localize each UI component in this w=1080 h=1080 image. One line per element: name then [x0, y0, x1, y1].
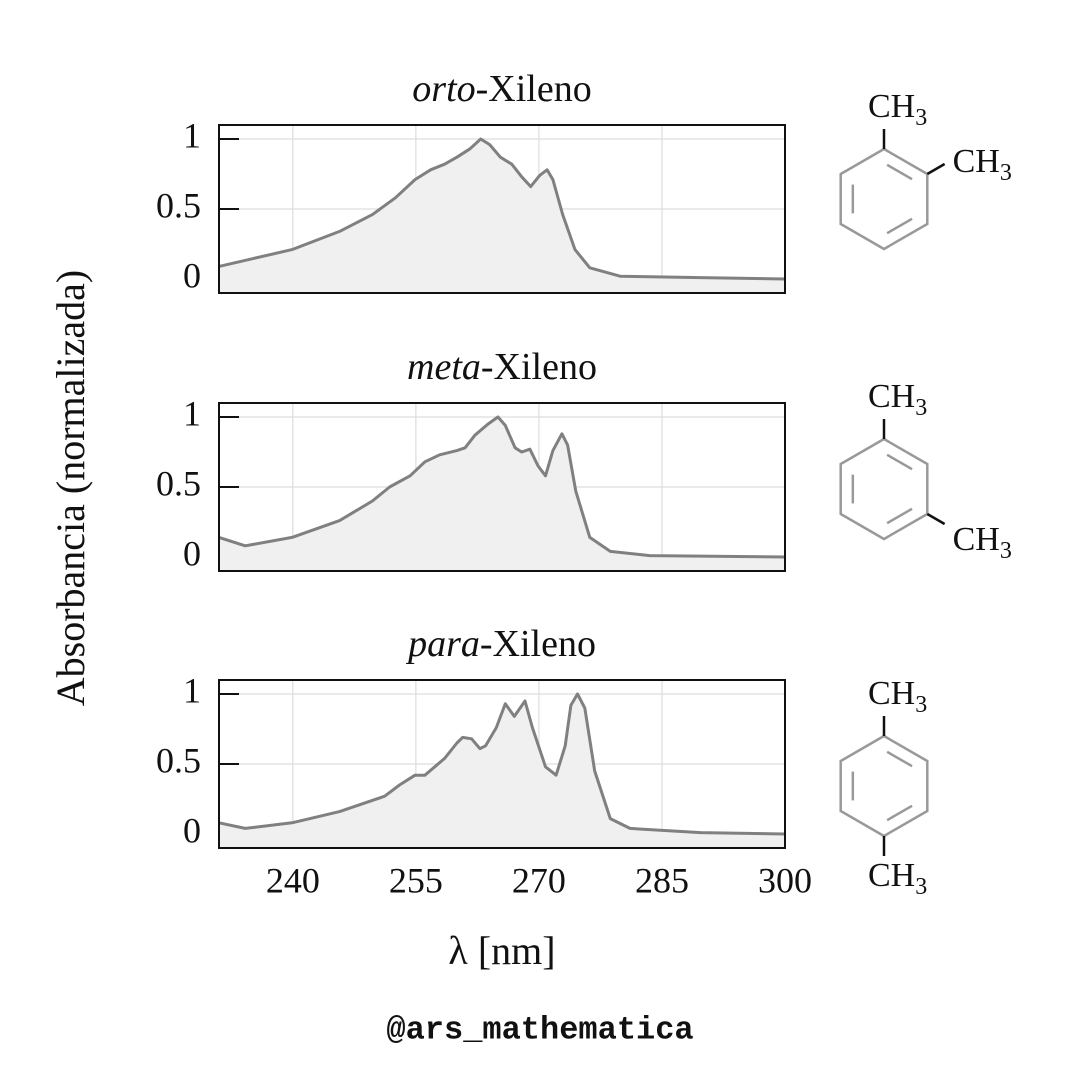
plot-frame: [218, 679, 786, 849]
y-tick-label: 0.5: [156, 185, 201, 225]
double-bond: [886, 217, 913, 235]
methyl-label: CH3: [868, 378, 927, 421]
y-tick-label: 1: [183, 393, 201, 433]
methyl-base: CH: [953, 143, 1000, 180]
y-tick-label: 1: [183, 115, 201, 155]
methyl-label: CH3: [868, 857, 927, 900]
chart-title: orto-Xileno: [412, 68, 591, 110]
methyl-subscript: 3: [915, 692, 927, 718]
title-italic: meta: [407, 346, 481, 388]
substituent-bond: [926, 512, 946, 526]
y-tick-label: 0.5: [156, 740, 201, 780]
title-rest: -Xileno: [476, 68, 592, 110]
y-axis-label: Absorbancia (normalizada): [48, 270, 93, 706]
y-tick-label: 1: [183, 670, 201, 710]
title-rest: -Xileno: [481, 346, 597, 388]
x-tick-label: 285: [635, 860, 689, 900]
methyl-base: CH: [868, 378, 915, 415]
double-bond: [886, 163, 913, 181]
methyl-base: CH: [868, 88, 915, 125]
y-tick-label: 0: [183, 255, 201, 295]
title-italic: para: [405, 623, 480, 665]
substituent-bond: [926, 162, 946, 176]
area-fill: [219, 694, 785, 848]
methyl-label: CH3: [953, 521, 1012, 564]
methyl-base: CH: [868, 857, 915, 894]
spectrum-line: [218, 692, 786, 836]
methyl-label: CH3: [868, 675, 927, 718]
double-bond: [886, 453, 913, 471]
methyl-subscript: 3: [915, 395, 927, 421]
methyl-subscript: 3: [1000, 160, 1012, 186]
methyl-label: CH3: [868, 88, 927, 131]
methyl-base: CH: [953, 521, 1000, 558]
x-tick-label: 255: [389, 860, 443, 900]
y-tick-label: 0: [183, 810, 201, 850]
methyl-base: CH: [868, 675, 915, 712]
x-axis-label: λ [nm]: [448, 928, 555, 973]
double-bond: [886, 804, 913, 822]
chart-title: para-Xileno: [405, 623, 596, 665]
double-bond: [886, 507, 913, 525]
methyl-subscript: 3: [1000, 538, 1012, 564]
title-rest: -Xileno: [480, 623, 596, 665]
methyl-subscript: 3: [915, 874, 927, 900]
spectrum-line: [218, 415, 786, 559]
area-fill: [219, 417, 785, 571]
y-tick-label: 0: [183, 533, 201, 573]
spectrum-line: [218, 137, 786, 281]
plot-frame: [218, 124, 786, 294]
credit: @ars_mathematica: [386, 1011, 693, 1048]
methyl-subscript: 3: [915, 105, 927, 131]
chart-title: meta-Xileno: [407, 346, 597, 388]
y-tick-label: 0.5: [156, 463, 201, 503]
x-tick-label: 240: [266, 860, 320, 900]
methyl-label: CH3: [953, 143, 1012, 186]
x-tick-label: 300: [758, 860, 812, 900]
ring-outline: [839, 437, 929, 541]
plot-frame: [218, 402, 786, 572]
area-fill: [219, 139, 785, 293]
title-italic: orto: [412, 68, 475, 110]
double-bond: [886, 750, 913, 768]
x-tick-label: 270: [512, 860, 566, 900]
